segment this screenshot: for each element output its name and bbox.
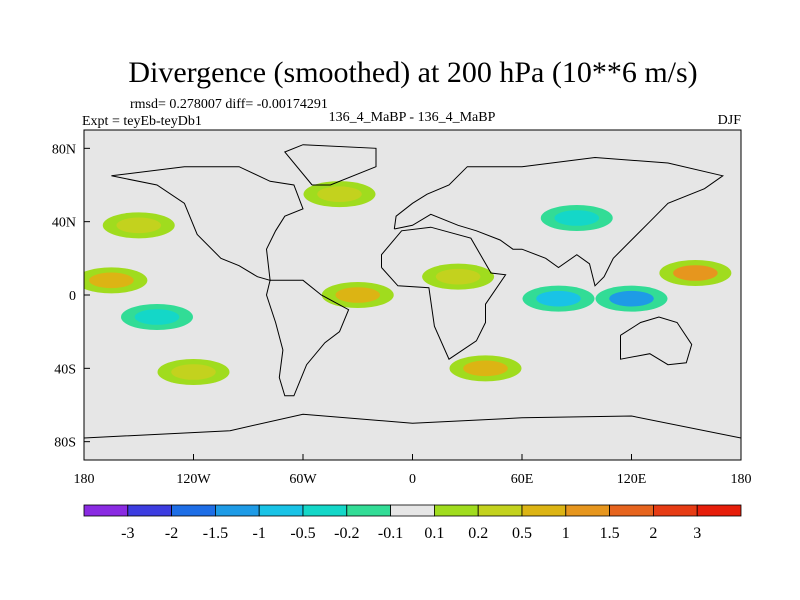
field-feature-core [609, 290, 654, 307]
field-feature-core [134, 309, 180, 325]
field-feature-core [536, 290, 581, 307]
colorbar-label: 1.5 [600, 525, 620, 542]
coastline [84, 413, 741, 439]
chart-title: Divergence (smoothed) at 200 hPa (10**6 … [128, 56, 697, 89]
map-panel: 180 120W 60W 0 60E 120E 180 80N 40N 0 40S 80S [52, 129, 752, 487]
colorbar-bin [653, 504, 698, 517]
colorbar-label: -3 [121, 525, 134, 542]
colorbar-label: 0.1 [424, 525, 444, 542]
colorbar-bin [302, 504, 348, 517]
colorbar-bin [433, 504, 479, 517]
field-feature-core [317, 186, 362, 202]
colorbar-label: -0.2 [334, 525, 359, 542]
field-feature-core [435, 268, 481, 285]
colorbar-label: 3 [693, 525, 701, 542]
x-tick-label: 180 [731, 472, 752, 487]
field-feature-core [463, 360, 508, 377]
coastline [283, 144, 377, 186]
colorbar-bin [214, 504, 260, 517]
colorbar-label: -1 [253, 525, 266, 542]
colorbar-label: 0.2 [468, 525, 488, 542]
coastlines [84, 144, 741, 439]
field-feature-core [171, 364, 216, 380]
colorbar-label: -1.5 [203, 525, 228, 542]
season-label: DJF [718, 113, 742, 128]
colorbar-bin [521, 504, 567, 517]
coastline [381, 226, 507, 360]
y-tick-label: 40N [52, 216, 76, 231]
colorbar-bin [171, 504, 216, 517]
y-tick-label: 0 [69, 289, 76, 304]
x-tick-label: 60E [511, 472, 534, 487]
x-tick-label: 60W [289, 472, 317, 487]
x-axis: 180 120W 60W 0 60E 120E 180 [74, 454, 752, 487]
y-tick-label: 80N [52, 142, 76, 157]
experiment-label: Expt = teyEb-teyDb1 [82, 114, 202, 129]
colorbar-label: 0.5 [512, 525, 532, 542]
colorbar-bin [127, 504, 173, 517]
y-tick-label: 40S [54, 362, 76, 377]
y-axis: 80N 40N 0 40S 80S [52, 142, 90, 451]
x-tick-label: 120E [617, 472, 647, 487]
x-tick-label: 120W [176, 472, 211, 487]
field-feature-core [116, 217, 162, 234]
field-feature-core [335, 287, 381, 303]
colorbar-label: -0.5 [290, 525, 315, 542]
case-label: 136_4_MaBP - 136_4_MaBP [329, 110, 496, 125]
colorbar-bin [258, 504, 304, 517]
field-feature-core [673, 265, 718, 281]
field-feature-core [89, 272, 134, 289]
colorbar-bin [696, 504, 742, 517]
colorbar-bin [346, 504, 391, 517]
colorbar-label: 1 [562, 525, 570, 542]
coastline [111, 166, 304, 281]
y-tick-label: 80S [54, 436, 76, 451]
stats-line: rmsd= 0.278007 diff= -0.00174291 [130, 97, 328, 112]
colorbar-bin [477, 504, 523, 517]
colorbar-label: -2 [165, 525, 178, 542]
colorbar: -3 -2 -1.5 -1 -0.5 -0.2 -0.1 0.1 0.2 0.5 1 1.5 2 3 [83, 504, 742, 542]
colorbar-bin [565, 504, 610, 517]
coastline [393, 156, 724, 287]
field-feature-core [554, 210, 600, 226]
colorbar-label: 2 [649, 525, 657, 542]
colorbar-bin [609, 504, 654, 517]
colorbar-label: -0.1 [378, 525, 403, 542]
colorbar-bin [83, 504, 129, 517]
x-tick-label: 0 [409, 472, 416, 487]
x-tick-label: 180 [74, 472, 95, 487]
colorbar-bin [390, 504, 435, 517]
coastline [265, 279, 350, 397]
coastline [620, 316, 693, 366]
divergence-contours [84, 181, 732, 385]
